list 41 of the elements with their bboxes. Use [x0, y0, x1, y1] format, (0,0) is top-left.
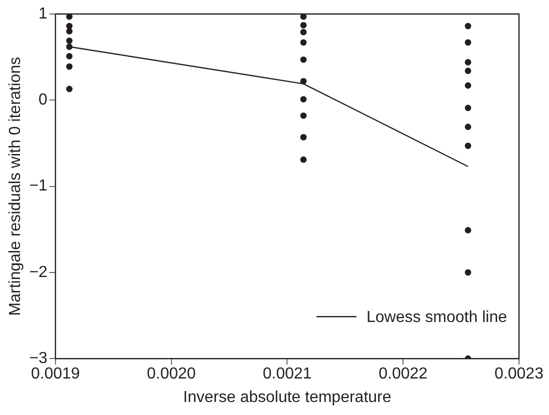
x-tick-label: 0.0023 [494, 366, 544, 383]
point [300, 22, 307, 28]
point [300, 14, 307, 20]
y-tick-label: −3 [29, 350, 48, 368]
point [66, 53, 73, 60]
point [464, 22, 472, 30]
point [464, 124, 472, 130]
y-tick-label: 1 [38, 5, 48, 22]
point [464, 68, 472, 74]
point [66, 86, 73, 92]
legend-label: Lowess smooth line [366, 309, 508, 326]
point [464, 104, 472, 112]
point [464, 227, 472, 234]
point [300, 56, 307, 63]
point [300, 78, 307, 84]
point [464, 82, 472, 89]
point [66, 44, 73, 50]
point [66, 22, 73, 30]
point [464, 142, 472, 150]
point [66, 28, 73, 34]
point [464, 39, 472, 46]
y-tick-label: −2 [29, 264, 48, 281]
point [66, 63, 73, 70]
point [300, 134, 307, 140]
x-tick-label: 0.0022 [378, 366, 428, 383]
point [300, 156, 307, 163]
point [300, 112, 307, 119]
x-axis-title: Inverse absolute temperature [183, 388, 392, 406]
y-axis-title: Martingale residuals with 0 iterations [7, 56, 24, 316]
x-tick-label: 0.0021 [262, 366, 312, 383]
point [464, 59, 472, 66]
point [464, 269, 472, 276]
y-tick-label: 0 [38, 92, 48, 109]
y-tick-label: −1 [29, 178, 48, 195]
point [300, 96, 307, 102]
x-tick-label: 0.0019 [30, 366, 80, 383]
point [300, 28, 307, 36]
x-tick-label: 0.0020 [146, 366, 196, 383]
point [66, 14, 73, 20]
point [300, 39, 307, 46]
point [66, 38, 73, 44]
